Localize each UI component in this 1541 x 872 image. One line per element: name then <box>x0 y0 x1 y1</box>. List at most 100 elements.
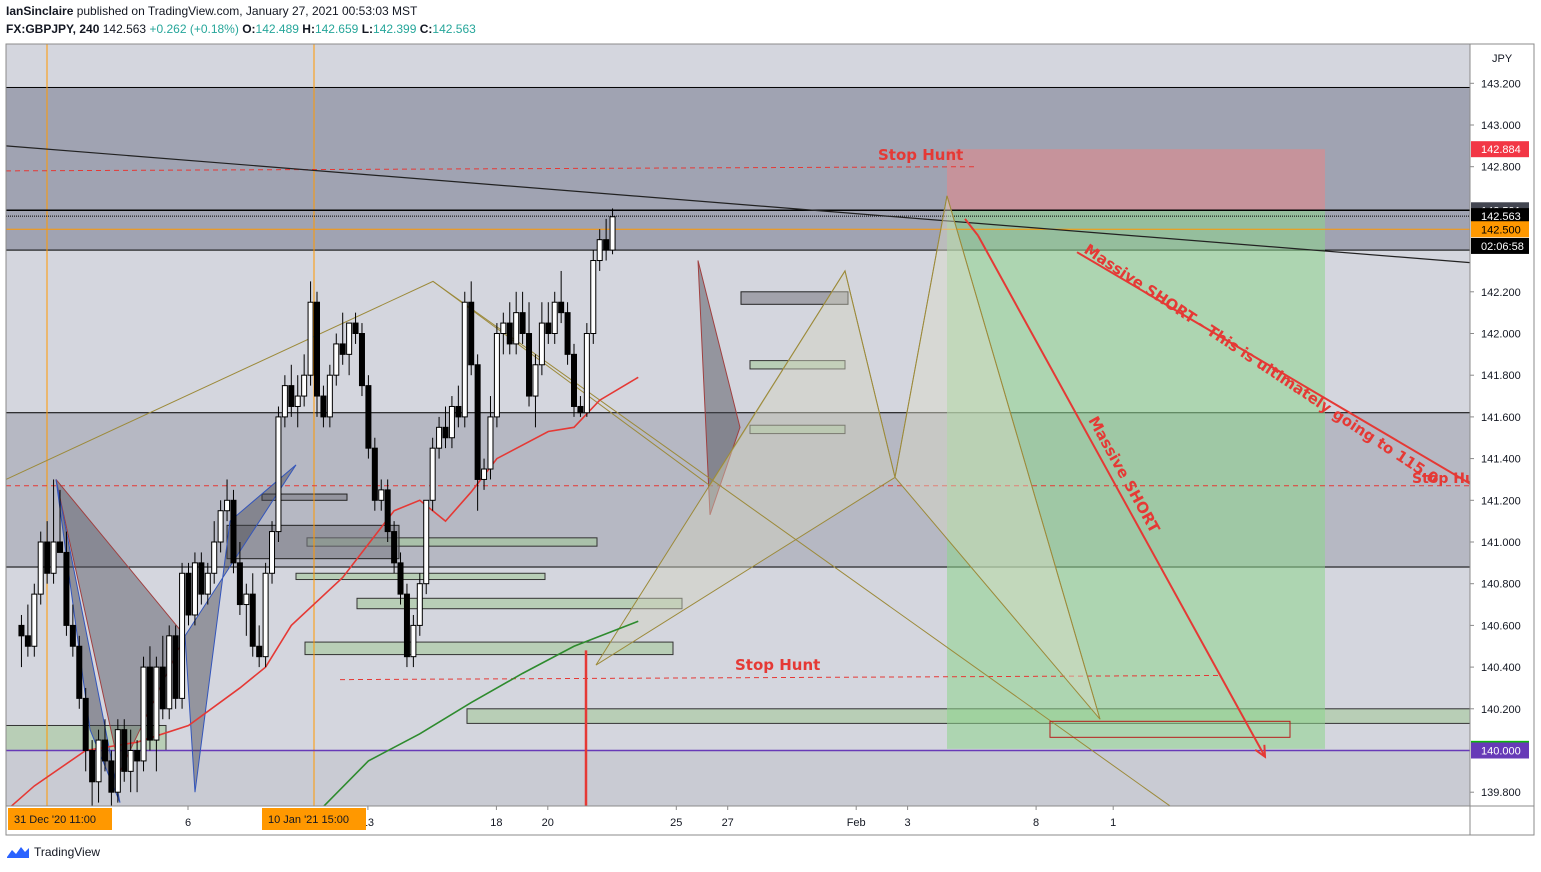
candle-body-92 <box>609 216 616 251</box>
candle-body-25 <box>179 572 186 699</box>
candle-body-39 <box>269 531 276 574</box>
candle-body-57 <box>384 489 391 533</box>
low-value: 142.399 <box>373 22 417 36</box>
candle-body-89 <box>590 260 597 334</box>
candle-body-62 <box>416 583 423 626</box>
candle-body-91 <box>603 239 610 251</box>
y-tick-label-1: 143.000 <box>1481 120 1521 132</box>
y-tick-label-3: 142.200 <box>1481 287 1521 299</box>
x-tick-label-9: 1 <box>1110 817 1116 829</box>
candle-body-50 <box>339 343 346 355</box>
price-tag-bg-2 <box>1471 208 1529 225</box>
stop-hunt-label-right: Stop Hu <box>1412 471 1475 487</box>
footer: TradingView <box>6 845 100 859</box>
candle-body-38 <box>262 572 269 658</box>
candle-body-90 <box>596 239 603 262</box>
candle-body-35 <box>243 593 250 606</box>
price-change: +0.262 (+0.18%) <box>149 22 239 36</box>
candle-body-73 <box>487 416 494 470</box>
target-zone <box>947 210 1325 749</box>
candle-body-54 <box>365 385 372 449</box>
ma-green <box>316 620 639 814</box>
price-tag-2: 142.563 <box>1481 211 1521 223</box>
short-arrow-head <box>1254 744 1267 759</box>
candle-body-51 <box>346 322 353 355</box>
y-tick-label-6: 141.600 <box>1481 412 1521 424</box>
price-tag-bg-4 <box>1471 221 1529 238</box>
demand-box-3 <box>295 572 546 581</box>
publisher-name[interactable]: IanSinclaire <box>6 4 74 18</box>
candle-body-59 <box>397 562 404 595</box>
candle-body-33 <box>230 499 237 564</box>
low-label: L: <box>361 22 374 36</box>
candle-body-13 <box>101 739 108 762</box>
candle-body-17 <box>127 750 134 772</box>
candle-body-22 <box>159 666 166 710</box>
y-tick-label-5: 141.800 <box>1481 370 1521 382</box>
candle-body-52 <box>352 322 359 335</box>
candle-body-70 <box>468 301 475 366</box>
stop-hunt-line-low <box>339 674 1223 681</box>
price-tag-3: 02:06:58 <box>1481 241 1524 253</box>
candle-body-0 <box>18 624 25 637</box>
y-tick-label-2: 142.800 <box>1481 162 1521 174</box>
long-short-line <box>1076 251 1471 485</box>
demand-box-2 <box>356 597 683 610</box>
candle-body-31 <box>217 510 224 543</box>
stop-hunt-label-top: Stop Hunt <box>878 146 963 164</box>
candle-body-87 <box>577 405 584 414</box>
candle-body-71 <box>474 364 481 480</box>
candle-body-79 <box>526 333 533 397</box>
candle-body-81 <box>538 322 545 366</box>
publish-info: IanSinclaire published on TradingView.co… <box>6 4 417 18</box>
y-tick-label-10: 140.800 <box>1481 579 1521 591</box>
price-tag-bg-6 <box>1471 742 1529 759</box>
consolidation-box-3 <box>740 291 849 305</box>
candle-body-15 <box>114 729 121 793</box>
candle-body-46 <box>314 301 320 397</box>
footer-brand[interactable]: TradingView <box>34 845 101 859</box>
ma-red <box>2 376 639 814</box>
candle-body-66 <box>442 426 449 439</box>
candle-body-68 <box>455 405 462 418</box>
candle-body-56 <box>378 489 385 501</box>
candle-body-83 <box>551 301 558 335</box>
stop-zone <box>947 149 1325 211</box>
candle-body-63 <box>423 499 430 585</box>
high-value: 142.659 <box>314 22 359 36</box>
candle-body-84 <box>558 301 565 314</box>
candle-body-6 <box>57 541 63 553</box>
candle-body-4 <box>44 541 51 574</box>
candle-body-75 <box>500 322 507 335</box>
candle-body-42 <box>288 385 295 407</box>
pattern-left-3 <box>184 464 297 793</box>
candle-body-1 <box>24 635 31 647</box>
candle-body-55 <box>371 447 378 501</box>
y-tick-label-7: 141.400 <box>1481 454 1521 466</box>
candle-body-74 <box>493 333 500 418</box>
candle-body-47 <box>320 395 327 418</box>
candle-body-82 <box>545 322 552 335</box>
y-tick-label-14: 139.800 <box>1481 787 1521 799</box>
y-tick-label-4: 142.000 <box>1481 329 1521 341</box>
price-tag-0: 142.884 <box>1481 144 1521 156</box>
x-highlight-bg-1 <box>262 808 366 830</box>
symbol-label[interactable]: FX:GBPJPY, 240 <box>6 22 100 36</box>
candle-body-44 <box>301 374 308 397</box>
symbol-legend: FX:GBPJPY, 240 142.563 +0.262 (+0.18%) O… <box>6 22 476 36</box>
candle-body-18 <box>134 750 141 762</box>
candle-body-86 <box>571 353 577 407</box>
pattern-mid <box>697 260 741 516</box>
candle-body-72 <box>481 468 488 480</box>
last-price: 142.563 <box>102 22 147 36</box>
candle-body-7 <box>63 551 70 626</box>
candle-body-69 <box>461 301 468 418</box>
stop-hunt-label-low: Stop Hunt <box>735 656 820 674</box>
demand-box-mid <box>304 641 674 656</box>
x-tick-label-3: 20 <box>542 817 554 829</box>
candle-body-21 <box>153 666 160 741</box>
open-label: O: <box>242 22 256 36</box>
harmonic-triangle-1 <box>595 269 896 666</box>
time-axis-mask <box>0 806 1472 872</box>
